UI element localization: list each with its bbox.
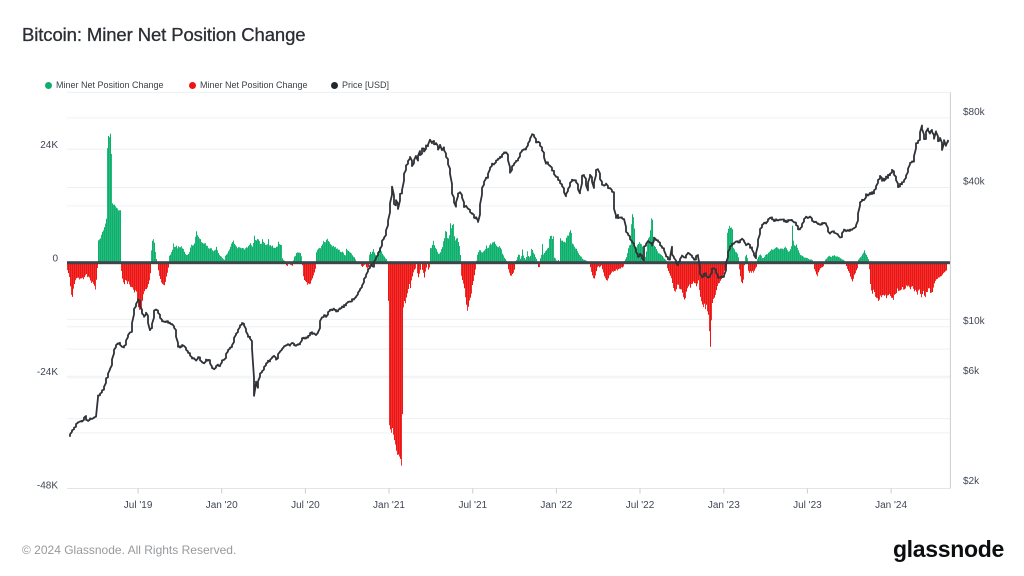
svg-text:Jul '19: Jul '19 <box>124 500 153 511</box>
svg-text:$40k: $40k <box>963 177 986 188</box>
svg-text:Jan '23: Jan '23 <box>708 500 740 511</box>
svg-text:Jul '23: Jul '23 <box>793 500 822 511</box>
svg-text:Jul '22: Jul '22 <box>626 500 655 511</box>
svg-text:Jul '20: Jul '20 <box>291 500 320 511</box>
svg-text:-48K: -48K <box>37 481 58 492</box>
svg-text:-24K: -24K <box>37 367 58 378</box>
svg-text:Jan '21: Jan '21 <box>373 500 405 511</box>
svg-text:$80k: $80k <box>963 107 986 118</box>
svg-text:$2k: $2k <box>963 476 980 487</box>
svg-text:Jan '22: Jan '22 <box>540 500 572 511</box>
svg-text:Jan '24: Jan '24 <box>875 500 907 511</box>
svg-text:24K: 24K <box>40 140 58 151</box>
svg-text:$10k: $10k <box>963 316 986 327</box>
svg-text:$6k: $6k <box>963 366 980 377</box>
svg-text:Jul '21: Jul '21 <box>459 500 488 511</box>
svg-text:Jan '20: Jan '20 <box>206 500 238 511</box>
svg-text:0: 0 <box>52 254 58 265</box>
